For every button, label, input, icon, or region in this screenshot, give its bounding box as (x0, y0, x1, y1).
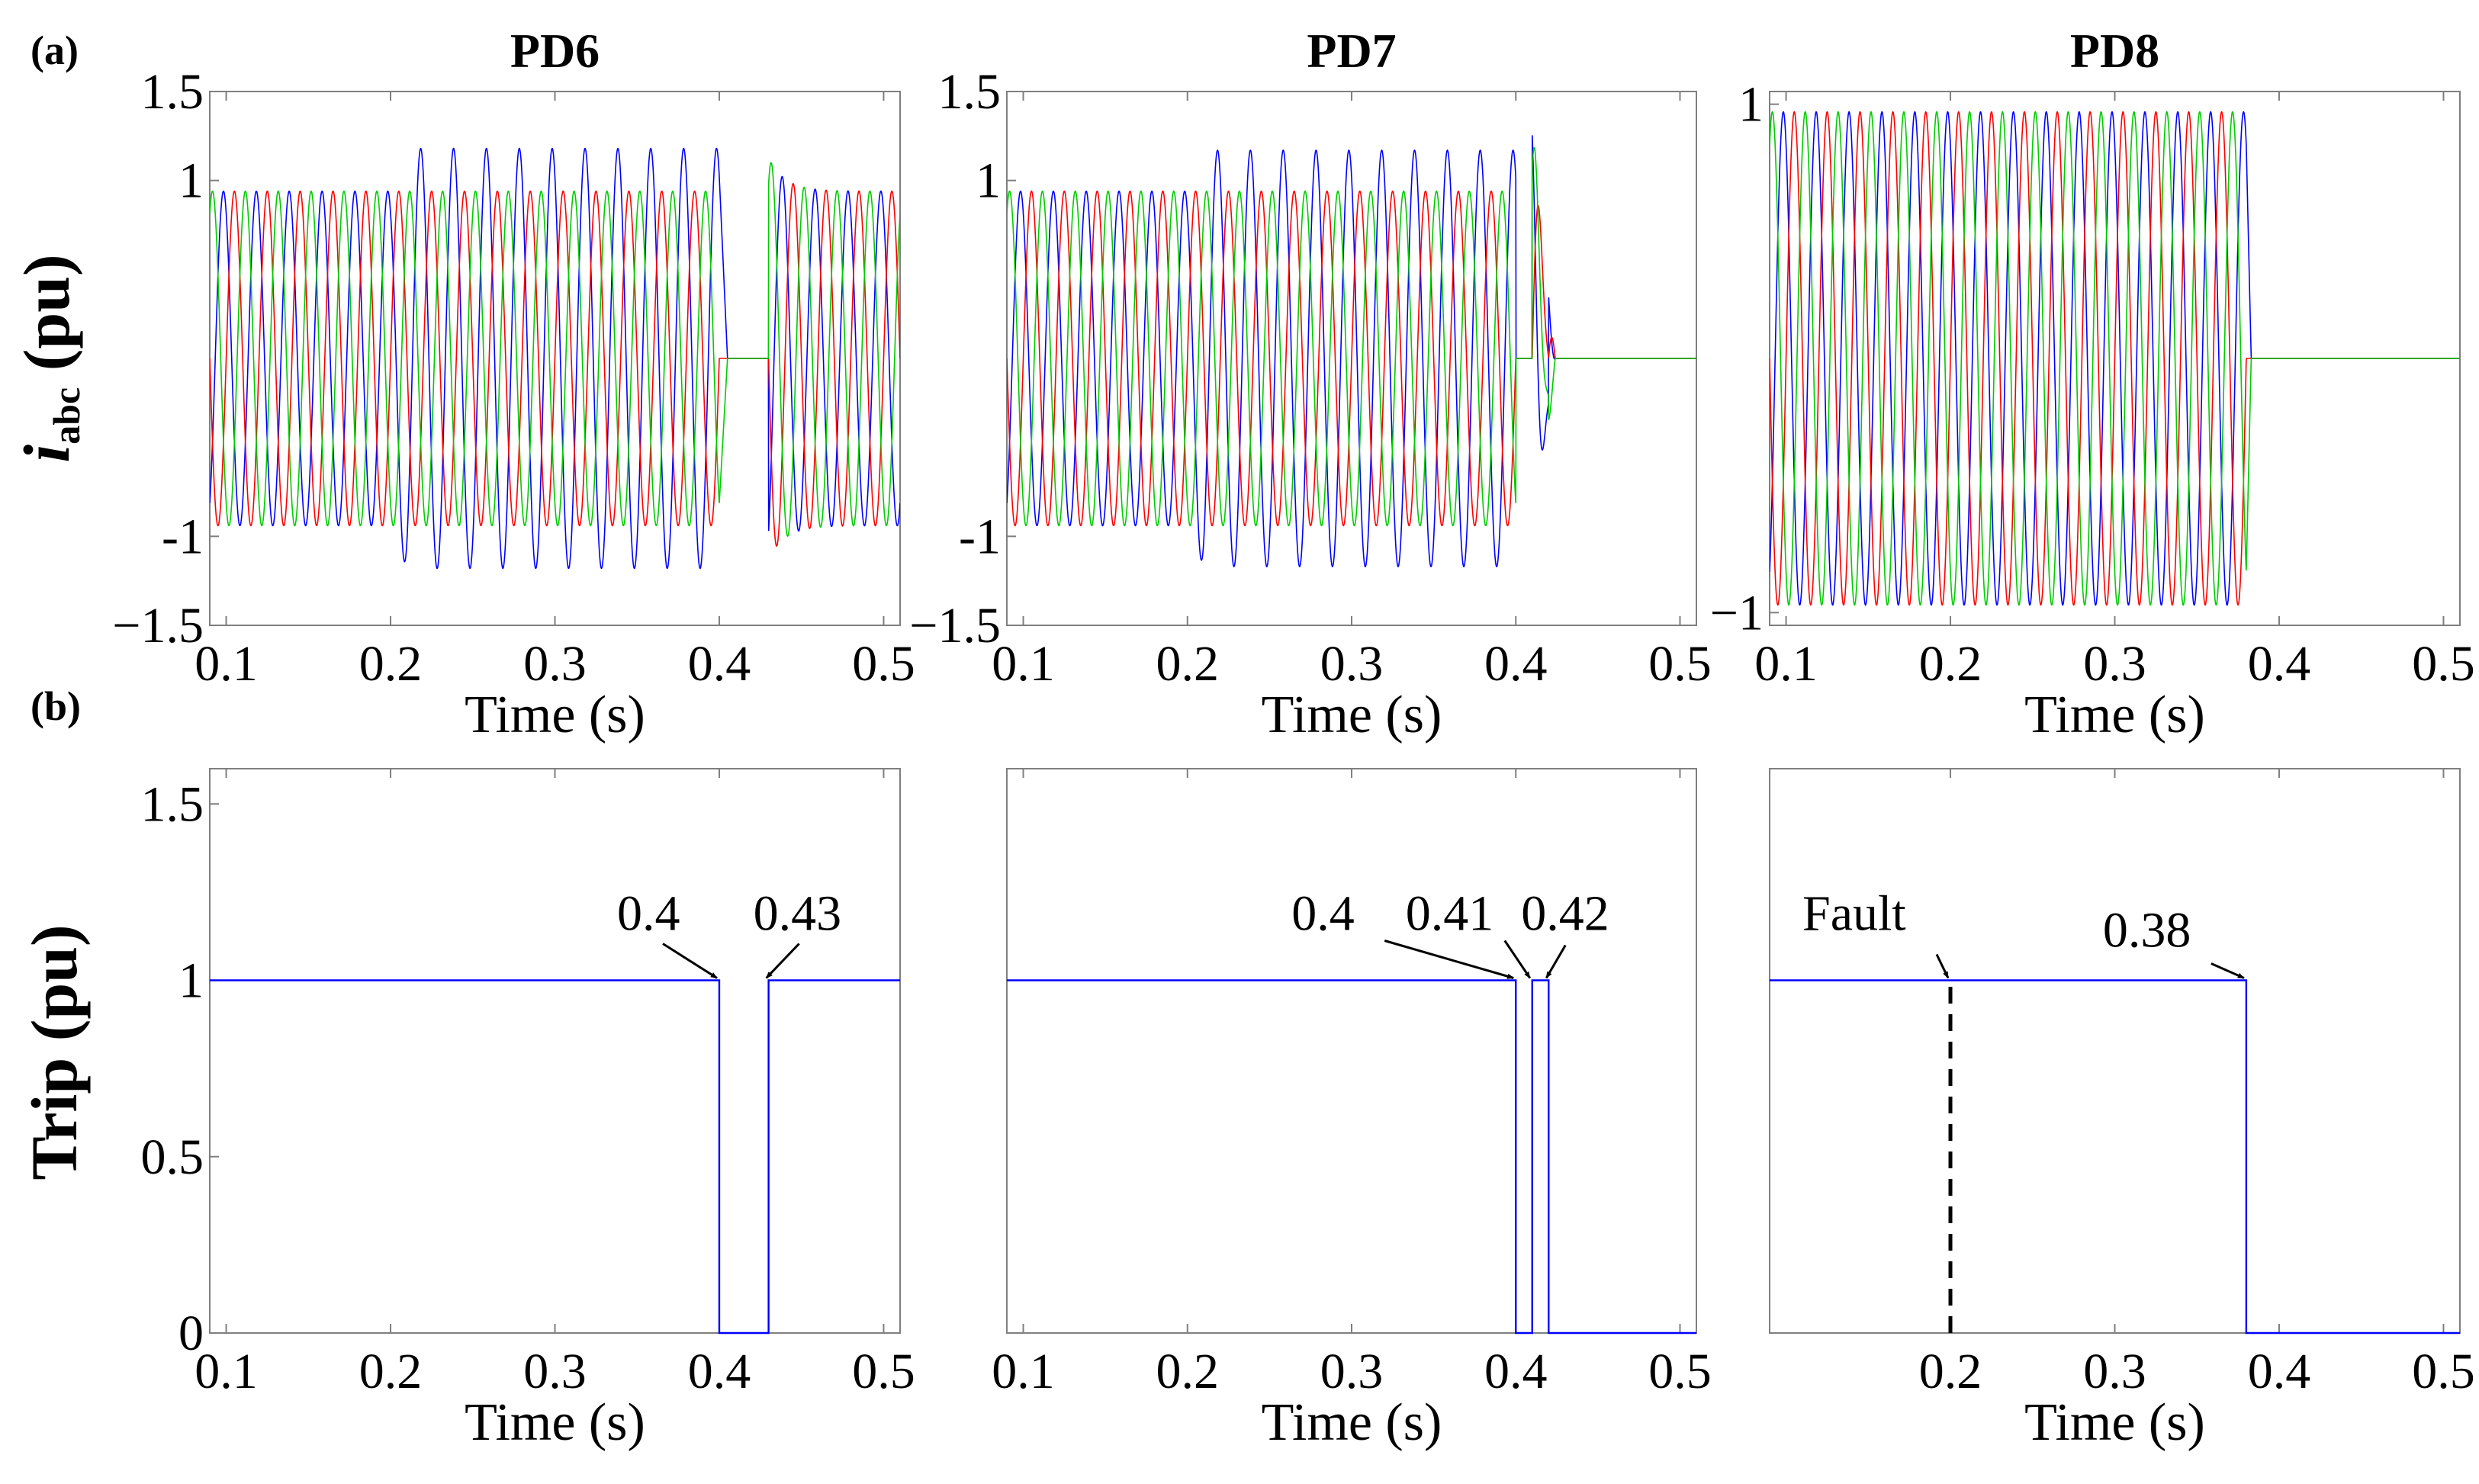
PD6-trip-panel: 0.1 0.2 0.3 0.4 0.5 1.5 1 0.5 0 Time (s) 0.4 0.43 (141, 768, 915, 1452)
y-tick-label: 1 (1738, 77, 1764, 133)
row-b-tag: (b) (31, 683, 81, 729)
x-tick-label: 0.4 (1484, 1344, 1548, 1399)
x-tick-label: 0.3 (523, 636, 587, 692)
x-tick-label: 0.2 (1919, 1344, 1982, 1399)
x-axis-label: Time (s) (465, 1393, 645, 1452)
x-tick-label: 0.5 (1648, 1344, 1712, 1399)
annotation-arrow (2211, 962, 2245, 979)
x-axis-label: Time (s) (2024, 1393, 2205, 1452)
series-line-phase-c (210, 147, 900, 570)
annotation-arrow (1503, 940, 1532, 979)
x-tick-label: 0.2 (1919, 636, 1982, 692)
panel-title: PD7 (1307, 24, 1396, 78)
panel-title: PD6 (510, 24, 600, 78)
axes-frame (1006, 768, 1697, 1334)
trip-signal-line (1770, 979, 2460, 1335)
y-tick-label: 1 (178, 153, 204, 209)
plot-area (1007, 135, 1696, 568)
x-axis-label: Time (s) (1262, 1393, 1442, 1452)
annotation-arrow (765, 943, 800, 979)
axes-frame (1769, 768, 2461, 1334)
x-axis-label: Time (s) (465, 686, 645, 744)
x-tick-label: 0.3 (2083, 636, 2146, 692)
y-tick-label: 1.5 (141, 64, 204, 120)
x-tick-label: 0.4 (2248, 1344, 2311, 1399)
ylabel-unit: (pu) (10, 254, 83, 387)
PD7-trip-panel: 0.1 0.2 0.3 0.4 0.5 Time (s) 0.4 0.41 0.42 (992, 768, 1712, 1452)
PD6-current-panel: 0.1 0.2 0.3 0.4 0.5 1.5 1 -1 −1.5 Time (s) PD6 (112, 24, 915, 744)
x-tick-label: 0.5 (2412, 1344, 2475, 1399)
y-tick-label: −1.5 (112, 598, 204, 654)
x-tick-label: 0.1 (195, 636, 258, 692)
x-tick-label: 0.1 (1754, 636, 1818, 692)
x-tick-label: 0.2 (359, 636, 423, 692)
annotation-label: 0.4 (617, 886, 680, 942)
y-tick-label: 1.5 (141, 776, 204, 832)
y-tick-label: 0 (178, 1306, 204, 1361)
y-tick-label: 1 (178, 953, 204, 1009)
x-tick-label: 0.5 (1648, 636, 1712, 692)
annotation-arrow (662, 943, 718, 979)
y-tick-label: -1 (162, 509, 204, 564)
x-tick-label: 0.4 (1484, 636, 1548, 692)
annotation-arrow (1545, 944, 1567, 979)
ylabel-main: i (10, 445, 83, 463)
x-tick-label: 0.1 (195, 1344, 258, 1399)
x-tick-label: 0.2 (1156, 636, 1220, 692)
annotation-label: Fault (1802, 886, 1906, 942)
x-tick-label: 0.5 (852, 636, 915, 692)
annotation-label: 0.38 (2103, 903, 2191, 959)
annotation-label: 0.43 (754, 886, 842, 942)
series-line-phase-b (1770, 111, 2460, 606)
x-tick-label: 0.3 (2083, 1344, 2146, 1399)
x-tick-label: 0.3 (523, 1344, 587, 1399)
axes-frame (209, 768, 901, 1334)
panel-title: PD8 (2070, 24, 2159, 78)
annotation-label: 0.42 (1521, 886, 1609, 942)
series-line-phase-b (1007, 146, 1696, 527)
series-line-phase-b (210, 162, 900, 537)
row-b-ylabel: Trip (pu) (18, 924, 91, 1180)
PD8-current-panel: 0.1 0.2 0.3 0.4 0.5 1 −1 Time (s) PD8 (1710, 24, 2475, 744)
PD8-trip-panel: 0.2 0.3 0.4 0.5 Time (s) Fault 0.38 (1769, 768, 2475, 1452)
x-tick-label: 0.4 (688, 636, 751, 692)
series-line-phase-a (210, 182, 900, 548)
x-tick-label: 0.2 (1156, 1344, 1220, 1399)
x-tick-label: 0.4 (2248, 636, 2311, 692)
y-tick-label: -1 (959, 509, 1001, 564)
annotation-label: 0.41 (1406, 886, 1494, 942)
x-axis-label: Time (s) (2024, 686, 2205, 744)
annotation-arrow (1935, 953, 1950, 979)
trip-signal-line (210, 979, 900, 1335)
PD7-current-panel: 0.1 0.2 0.3 0.4 0.5 1.5 1 -1 −1.5 Time (s) PD7 (909, 24, 1711, 744)
x-tick-label: 0.1 (992, 1344, 1055, 1399)
ylabel-subscript: abc (45, 387, 88, 445)
x-tick-label: 0.3 (1320, 1344, 1384, 1399)
annotation-arrow (1384, 940, 1515, 979)
x-axis-label: Time (s) (1262, 686, 1442, 744)
row-a-tag: (a) (31, 27, 79, 73)
row-a-ylabel: iabc (pu) (10, 254, 88, 462)
y-tick-label: −1.5 (909, 598, 1001, 654)
y-tick-label: 0.5 (141, 1129, 204, 1185)
annotation-label: 0.4 (1291, 886, 1355, 942)
x-tick-label: 0.5 (852, 1344, 915, 1399)
x-tick-label: 0.4 (688, 1344, 751, 1399)
x-tick-label: 0.1 (992, 636, 1055, 692)
y-tick-label: 1 (976, 153, 1001, 209)
plot-area (1770, 111, 2460, 606)
x-tick-label: 0.3 (1320, 636, 1384, 692)
trip-signal-line (1007, 979, 1696, 1335)
x-tick-label: 0.2 (359, 1344, 423, 1399)
plot-area (210, 147, 900, 570)
y-tick-label: 1.5 (938, 64, 1002, 120)
x-tick-label: 0.5 (2412, 636, 2475, 692)
y-tick-label: −1 (1710, 585, 1764, 641)
